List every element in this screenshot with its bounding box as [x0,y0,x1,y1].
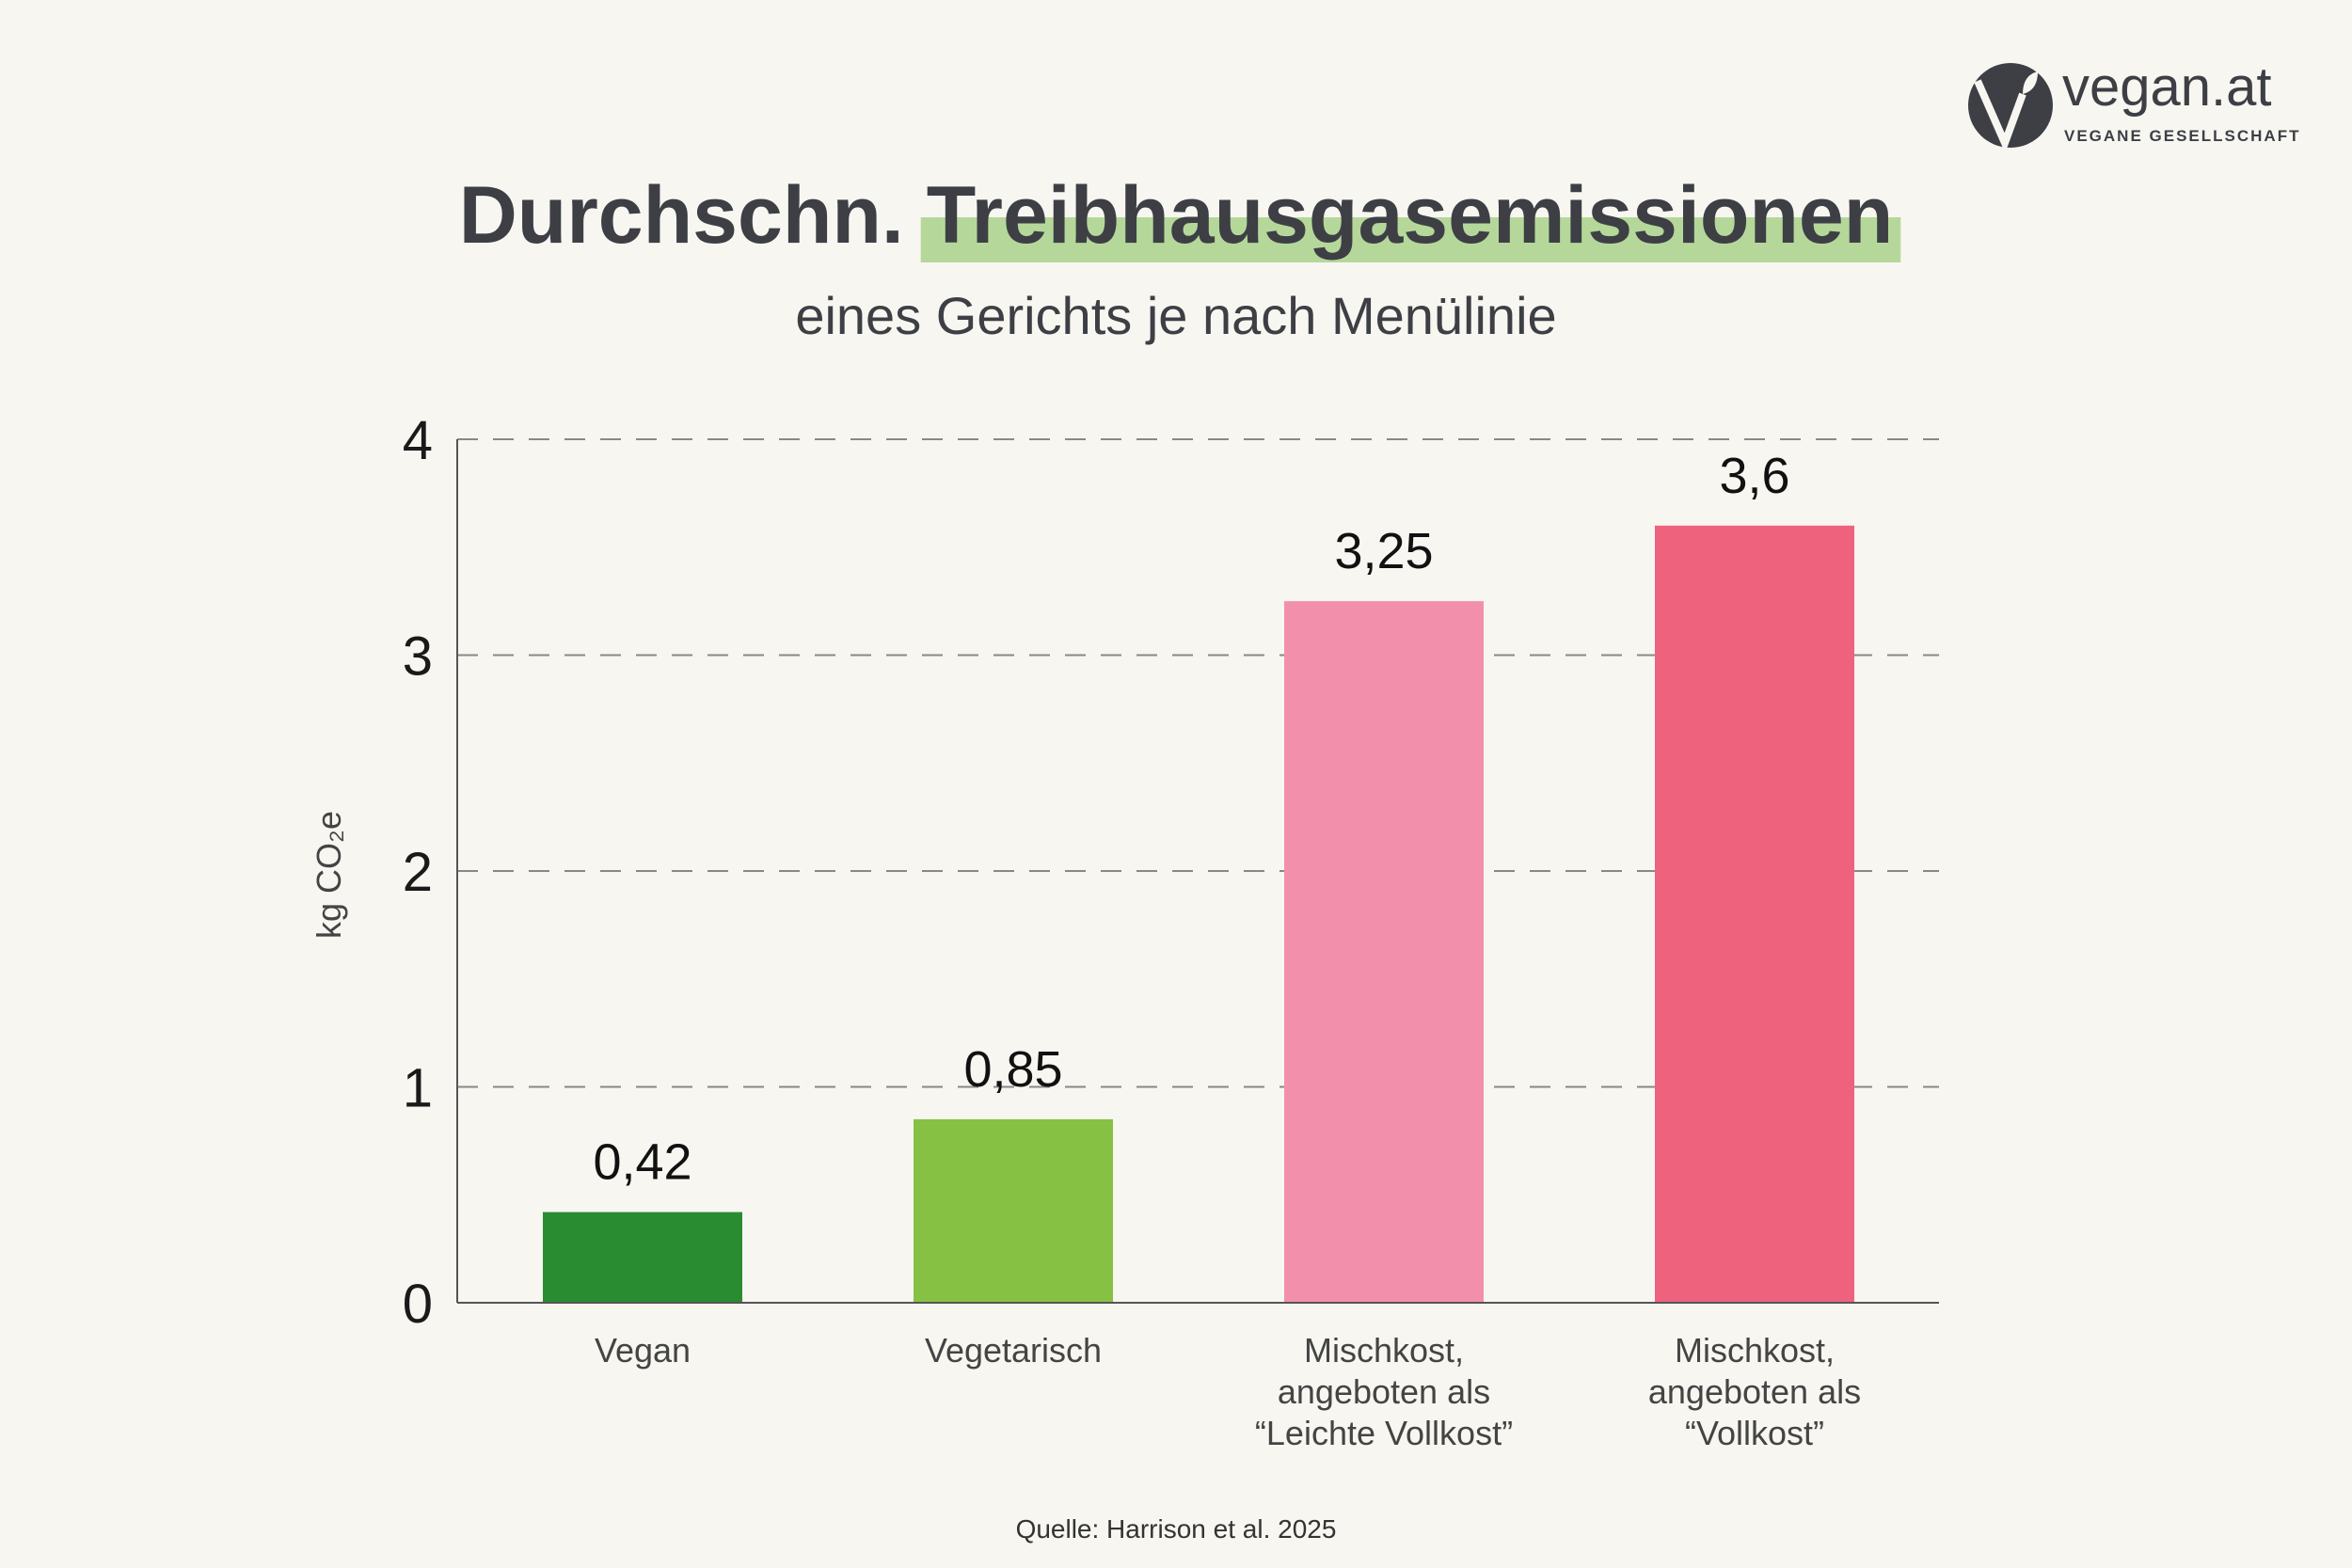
logo-tagline: VEGANE GESELLSCHAFT [2064,127,2300,145]
y-tick-label: 2 [403,842,433,903]
value-label: 3,6 [1719,448,1789,504]
chart-subtitle: eines Gerichts je nach Menülinie [795,286,1556,345]
y-axis-label: kg CO₂e [310,811,348,939]
value-label: 3,25 [1334,523,1433,579]
bar [914,1118,1113,1303]
source-note: Quelle: Harrison et al. 2025 [1016,1514,1337,1544]
bar [543,1212,742,1303]
x-tick-label: Mischkost, angeboten als “Vollkost” [1648,1331,1861,1452]
x-tick-label: Vegan [595,1331,691,1370]
y-tick-label: 3 [403,626,433,688]
logo: vegan.at VEGANE GESELLSCHAFT [1968,56,2300,153]
y-tick-label: 1 [403,1058,433,1119]
value-label: 0,42 [593,1134,691,1191]
y-tick-label: 0 [403,1274,433,1335]
x-tick-label: Vegetarisch [925,1331,1102,1370]
logo-text: vegan.at [2062,56,2272,118]
x-tick-label: Mischkost, angeboten als “Leichte Vollkost… [1255,1331,1513,1452]
y-tick-label: 4 [403,410,433,471]
chart-title: Durchschn. Treibhausgasemissionen [459,170,1894,261]
title-highlight [920,217,1901,262]
value-label: 0,85 [963,1041,1062,1098]
bar [1655,525,1854,1303]
bar [1284,601,1484,1303]
